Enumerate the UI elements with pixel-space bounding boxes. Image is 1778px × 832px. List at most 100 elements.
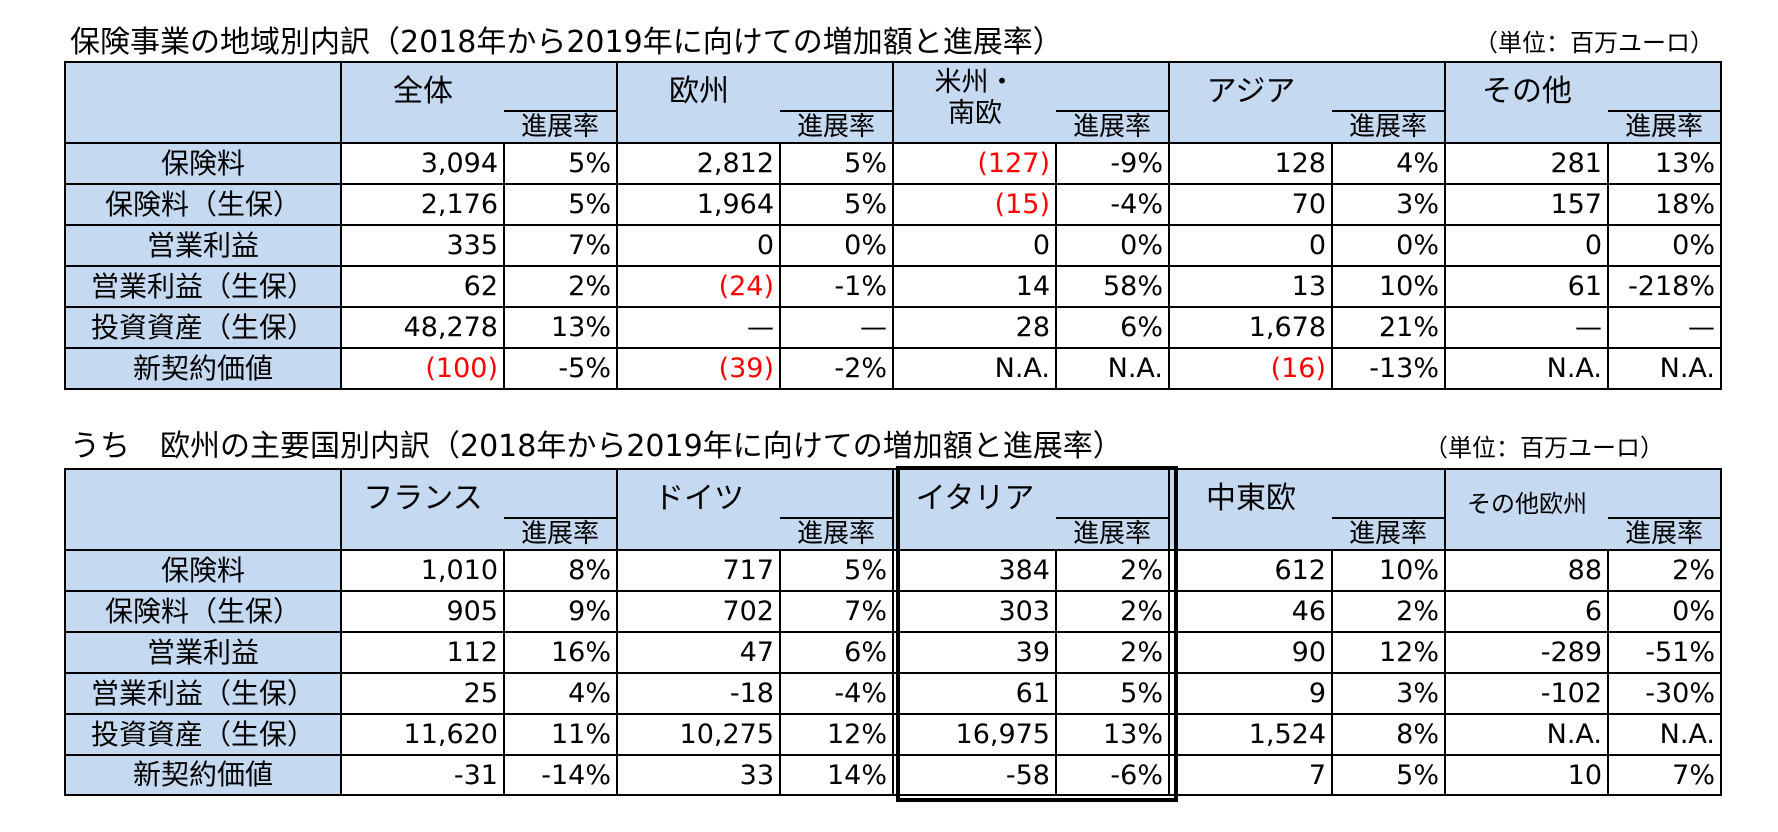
rate-cell: 2% [1331, 590, 1446, 633]
table2-unit: （単位：百万ユーロ） [1424, 434, 1664, 462]
rate-cell: — [779, 306, 894, 349]
value-cell: 2,176 [340, 183, 505, 226]
value-cell: 702 [616, 590, 781, 633]
table-row: 保険料（生保） 905 9% 702 7% 303 2% 46 2% 6 0% [64, 590, 1722, 633]
value-cell: 10,275 [616, 713, 781, 756]
rate-cell: 21% [1331, 306, 1446, 349]
corner-cell [64, 468, 342, 551]
rate-cell: 13% [1055, 713, 1170, 756]
table1-unit: （単位：百万ユーロ） [1474, 29, 1714, 57]
value-cell: (100) [340, 347, 505, 390]
rate-cell: N.A. [1055, 347, 1170, 390]
rate-cell: 10% [1331, 549, 1446, 592]
rate-cell: N.A. [1607, 347, 1722, 390]
rate-cell: 8% [503, 549, 618, 592]
value-cell: 88 [1444, 549, 1609, 592]
value-cell: 7 [1168, 754, 1333, 796]
rate-cell: 14% [779, 754, 894, 796]
value-cell: 28 [892, 306, 1057, 349]
rate-header: 進展率 [1608, 61, 1722, 144]
rate-label: 進展率 [1332, 517, 1443, 547]
rate-label: 進展率 [1608, 517, 1719, 547]
value-cell: 905 [340, 590, 505, 633]
rate-cell: 2% [503, 265, 618, 308]
rate-label: 進展率 [1608, 110, 1719, 140]
value-cell: 128 [1168, 142, 1333, 185]
value-cell: 9 [1168, 672, 1333, 715]
value-cell: 384 [892, 549, 1057, 592]
rate-cell: 5% [1331, 754, 1446, 796]
value-cell: 90 [1168, 631, 1333, 674]
value-cell: N.A. [1444, 347, 1609, 390]
rate-label: 進展率 [504, 517, 615, 547]
row-label: 営業利益（生保） [64, 672, 342, 715]
value-cell: 0 [1444, 224, 1609, 267]
value-cell: 10 [1444, 754, 1609, 796]
value-cell: 2,812 [616, 142, 781, 185]
value-cell: 62 [340, 265, 505, 308]
table1-title: 保険事業の地域別内訳（2018年から2019年に向けての増加額と進展率） [70, 25, 1063, 60]
value-cell: 281 [1444, 142, 1609, 185]
row-label: 営業利益（生保） [64, 265, 342, 308]
table-row: 投資資産（生保） 48,278 13% — —28 6% 1,678 21% — — [64, 306, 1722, 349]
value-cell: -289 [1444, 631, 1609, 674]
row-label: 投資資産（生保） [64, 713, 342, 756]
value-cell: 61 [1444, 265, 1609, 308]
row-label: 保険料（生保） [64, 183, 342, 226]
value-cell: 0 [892, 224, 1057, 267]
rate-label: 進展率 [780, 517, 891, 547]
rate-cell: 8% [1331, 713, 1446, 756]
row-label: 営業利益 [64, 224, 342, 267]
rate-cell: 18% [1607, 183, 1722, 226]
rate-cell: 5% [779, 549, 894, 592]
value-cell: 39 [892, 631, 1057, 674]
group-header: フランス [340, 468, 504, 551]
rate-cell: 5% [503, 142, 618, 185]
group-header: イタリア [892, 468, 1056, 551]
value-cell: 612 [1168, 549, 1333, 592]
value-cell: -31 [340, 754, 505, 796]
rate-cell: 3% [1331, 183, 1446, 226]
value-cell: 1,678 [1168, 306, 1333, 349]
value-cell: (127) [892, 142, 1057, 185]
rate-cell: 9% [503, 590, 618, 633]
value-cell: 1,524 [1168, 713, 1333, 756]
value-cell: (16) [1168, 347, 1333, 390]
value-cell: 14 [892, 265, 1057, 308]
row-label: 投資資産（生保） [64, 306, 342, 349]
value-cell: -18 [616, 672, 781, 715]
rate-cell: 5% [503, 183, 618, 226]
group-header: 全体 [340, 61, 504, 144]
rate-header: 進展率 [1332, 468, 1446, 551]
rate-label: 進展率 [1056, 517, 1167, 547]
rate-cell: 7% [1607, 754, 1722, 796]
rate-cell: -14% [503, 754, 618, 796]
value-cell: (39) [616, 347, 781, 390]
rate-header: 進展率 [1056, 468, 1170, 551]
row-label: 保険料 [64, 142, 342, 185]
rate-cell: 2% [1055, 590, 1170, 633]
table-row: 営業利益 335 7% 0 0% 0 0% 0 0% 0 0% [64, 224, 1722, 267]
rate-cell: N.A. [1607, 713, 1722, 756]
value-cell: 61 [892, 672, 1057, 715]
table-row: 営業利益（生保） 25 4% -18 -4% 61 5% 9 3% -102 -30% [64, 672, 1722, 715]
rate-header: 進展率 [1608, 468, 1722, 551]
group-header: 中東欧 [1168, 468, 1332, 551]
value-cell: 112 [340, 631, 505, 674]
rate-cell: 2% [1055, 549, 1170, 592]
table-row: 投資資産（生保） 11,620 11% 10,275 12% 16,975 13% 1,524… [64, 713, 1722, 756]
rate-cell: 2% [1055, 631, 1170, 674]
group-header: その他欧州 [1444, 468, 1608, 551]
rate-cell: -5% [503, 347, 618, 390]
value-cell: 303 [892, 590, 1057, 633]
table2-title: うち 欧州の主要国別内訳（2018年から2019年に向けての増加額と進展率） [70, 429, 1123, 464]
value-cell: N.A. [892, 347, 1057, 390]
rate-header: 進展率 [1056, 61, 1170, 144]
value-cell: 157 [1444, 183, 1609, 226]
rate-cell: -51% [1607, 631, 1722, 674]
row-label: 営業利益 [64, 631, 342, 674]
table-row: 新契約価値 (100) -5% (39) -2% N.A. N.A. (16) -13% N.A.… [64, 347, 1722, 390]
value-cell: 46 [1168, 590, 1333, 633]
group-header: ドイツ [616, 468, 780, 551]
rate-cell: -218% [1607, 265, 1722, 308]
